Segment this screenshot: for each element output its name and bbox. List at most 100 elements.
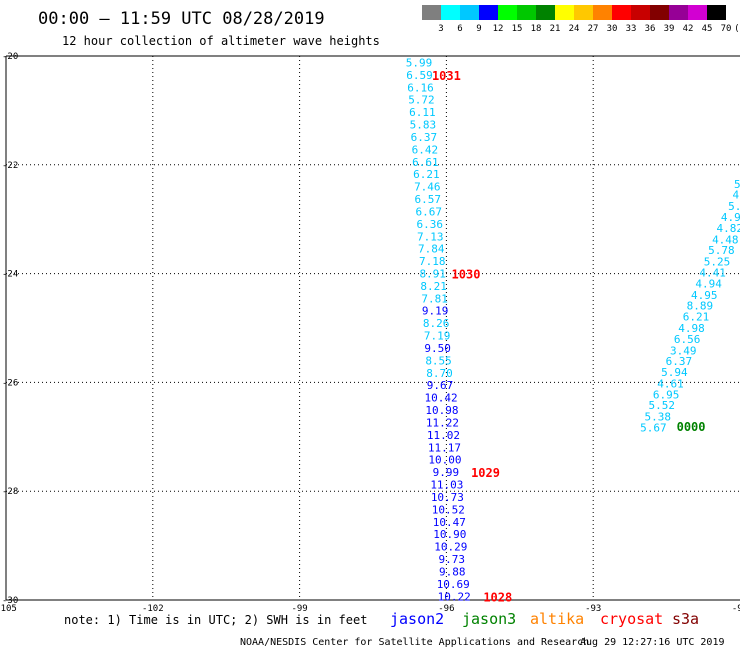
swh-value: 10.98 (425, 404, 458, 417)
swh-value: 7.18 (419, 255, 446, 268)
swh-value: 5.52 (648, 399, 675, 412)
swh-value: 4.7 (733, 189, 740, 202)
swh-value: 11.17 (428, 442, 461, 455)
legend-swatch (517, 5, 536, 20)
legend-label: 3 (438, 24, 443, 34)
cycle-label: 1030 (452, 268, 481, 282)
legend-label: 42 (683, 24, 694, 34)
swh-value: 9.88 (439, 566, 466, 579)
plot-area (5, 55, 740, 601)
swh-value: 6.59 (406, 69, 433, 82)
swh-value: 10.47 (433, 516, 466, 529)
wave-height-points: 5.996.596.165.726.115.836.376.426.616.21… (406, 57, 740, 604)
legend-swatch (574, 5, 593, 20)
swh-value: 4.95 (691, 289, 718, 302)
swh-value: 6.36 (417, 218, 444, 231)
swh-value: 8.91 (419, 268, 446, 281)
swh-value: 10.69 (437, 578, 470, 591)
swh-value: 6.11 (409, 106, 436, 119)
satellite-jason3: jason3 (462, 610, 516, 628)
swh-value: 10.22 (438, 591, 471, 604)
grid-lines (6, 56, 740, 600)
swh-value: 5.83 (410, 119, 437, 132)
legend-swatch (707, 5, 726, 20)
swh-value: 6.95 (653, 388, 680, 401)
legend-swatch (422, 5, 441, 20)
footer-credit: NOAA/NESDIS Center for Satellite Applica… (240, 637, 589, 648)
legend-swatch (688, 5, 707, 20)
swh-value: 5.99 (406, 57, 433, 70)
x-tick-label: -105 (0, 604, 17, 614)
swh-value: 5.38 (645, 411, 672, 424)
swh-value: 5.0 (728, 200, 740, 213)
footer-note: note: 1) Time is in UTC; 2) SWH is in fe… (64, 613, 367, 627)
swh-value: 6.37 (411, 131, 438, 144)
swh-value: 4.82 (716, 222, 740, 235)
satellite-legend: jason2 jason3 altika cryosat s3a (390, 610, 699, 628)
swh-value: 6.16 (407, 82, 434, 95)
swh-value: 6.21 (683, 311, 710, 324)
legend-swatch (498, 5, 517, 20)
legend-swatch (460, 5, 479, 20)
swh-value: 6.56 (674, 333, 701, 346)
x-tick-label: -99 (291, 604, 307, 614)
y-tick-label: -24 (2, 270, 18, 280)
x-tick-label: -102 (142, 604, 164, 614)
swh-value: 9.73 (439, 553, 466, 566)
legend-swatch (669, 5, 688, 20)
legend-label: 24 (569, 24, 580, 34)
legend-label: 9 (476, 24, 481, 34)
swh-value: 6.21 (413, 168, 440, 181)
swh-value: 10.42 (424, 392, 457, 405)
y-tick-label: -28 (2, 487, 18, 497)
swh-value: 6.61 (412, 156, 439, 169)
swh-value: 5.25 (704, 256, 731, 269)
legend-label: 36 (645, 24, 656, 34)
satellite-cryosat: cryosat (600, 610, 663, 628)
legend-swatch (555, 5, 574, 20)
legend-swatch (593, 5, 612, 20)
axis-ticks: -105 -102 -99 -96 -93 -90 -20 -22 -24 -26 -28 -30 (0, 52, 740, 614)
satellite-s3a: s3a (672, 610, 699, 628)
swh-value: 10.90 (433, 528, 466, 541)
swh-value: 7.46 (414, 181, 441, 194)
swh-value: 9.19 (422, 305, 449, 318)
legend-label: 70 (721, 24, 732, 34)
swh-value: 8.70 (426, 367, 453, 380)
x-tick-label: -93 (585, 604, 601, 614)
swh-value: 10.00 (428, 454, 461, 467)
swh-value: 10.73 (431, 491, 464, 504)
swh-value: 7.19 (424, 330, 451, 343)
swh-value: 6.42 (412, 144, 439, 157)
cycle-label: 1029 (471, 466, 500, 480)
page-subtitle: 12 hour collection of altimeter wave hei… (62, 34, 380, 48)
satellite-altika: altika (530, 610, 584, 628)
swh-value: 5.94 (661, 366, 688, 379)
cycle-labels: 1031 1030 1029 1028 0000 (432, 69, 706, 605)
swh-value: 6.57 (415, 193, 442, 206)
cycle-label: 1028 (483, 591, 512, 605)
swh-value: 8.21 (420, 280, 447, 293)
legend-label: 39 (664, 24, 675, 34)
swh-value: 6.67 (416, 206, 443, 219)
legend-swatch (479, 5, 498, 20)
satellite-jason2: jason2 (390, 610, 444, 628)
swh-value: 11.03 (430, 479, 463, 492)
legend-label: 15 (512, 24, 523, 34)
legend-swatch (441, 5, 460, 20)
swh-value: 10.52 (432, 504, 465, 517)
legend-label: 21 (550, 24, 561, 34)
y-tick-label: -22 (2, 161, 18, 171)
swh-value: 11.22 (426, 417, 459, 430)
y-tick-label: -20 (2, 52, 18, 62)
x-tick-label: -96 (438, 604, 454, 614)
legend-swatch (631, 5, 650, 20)
swh-value: 3.49 (670, 344, 697, 357)
legend-label: 18 (531, 24, 542, 34)
legend-label: 12 (493, 24, 504, 34)
swh-value: 5.72 (408, 94, 435, 107)
swh-value: 10.29 (434, 541, 467, 554)
footer-timestamp: Aug 29 12:27:16 UTC 2019 (580, 637, 725, 648)
swh-value: 7.84 (418, 243, 445, 256)
swh-value: 4.98 (678, 322, 705, 335)
